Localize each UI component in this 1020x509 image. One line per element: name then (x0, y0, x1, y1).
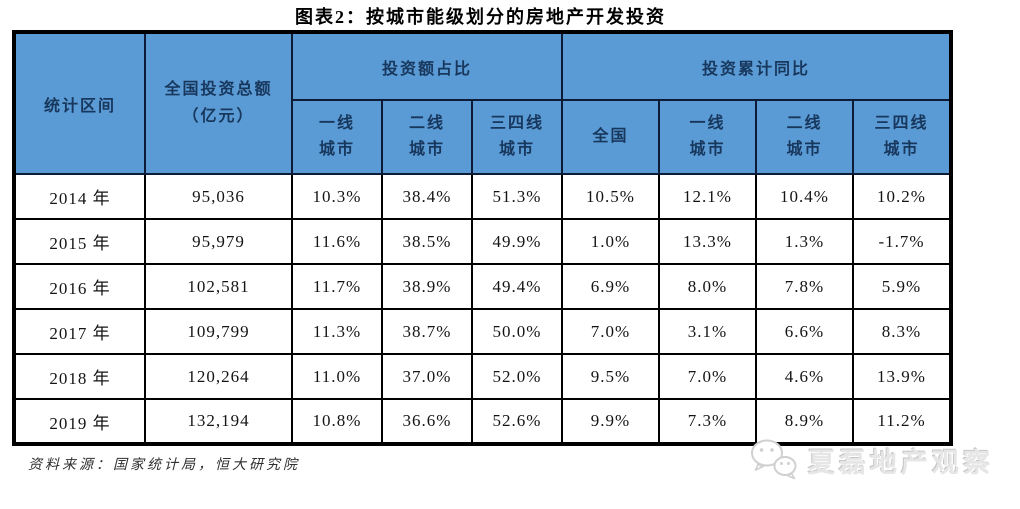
header-share-tier1-line1: 一线 (318, 114, 355, 132)
cell-yoy-tier34: 11.2% (851, 398, 953, 445)
header-share-tier1: 一线 城市 (291, 99, 383, 175)
cell-share-tier2: 38.7% (381, 308, 473, 355)
cell-share-tier1: 10.3% (291, 173, 383, 220)
cell-total-investment: 95,036 (144, 173, 293, 220)
cell-share-tier34: 49.9% (471, 218, 563, 265)
table-header: 统计区间 全国投资总额 （亿元） 投资额占比 投资累计同比 一线 城市 二线 城… (13, 31, 953, 175)
cell-yoy-national: 6.9% (561, 263, 660, 310)
cell-yoy-national: 7.0% (561, 308, 660, 355)
cell-yoy-tier34: -1.7% (851, 218, 953, 265)
watermark: 夏磊地产观察 (748, 438, 994, 482)
cell-yoy-tier2: 4.6% (755, 353, 854, 400)
header-group-share: 投资额占比 (291, 31, 563, 101)
cell-yoy-national: 9.5% (561, 353, 660, 400)
header-group-yoy: 投资累计同比 (560, 31, 953, 101)
header-total-investment: 全国投资总额 （亿元） (144, 31, 293, 175)
header-yoy-national: 全国 (561, 99, 660, 175)
cell-yoy-national: 9.9% (561, 398, 660, 445)
cell-year: 2014 年 (13, 173, 146, 220)
wechat-icon (751, 439, 797, 480)
table-row: 2016 年 102,581 11.7% 38.9% 49.4% 6.9% 8.… (13, 263, 953, 310)
cell-share-tier34: 49.4% (471, 263, 563, 310)
table-body: 2014 年 95,036 10.3% 38.4% 51.3% 10.5% 12… (13, 173, 953, 445)
header-share-tier2-line2: 城市 (408, 141, 445, 158)
cell-yoy-tier1: 13.3% (658, 218, 757, 265)
cell-year: 2016 年 (13, 263, 146, 310)
cell-yoy-tier2: 10.4% (755, 173, 854, 220)
cell-share-tier1: 11.7% (291, 263, 383, 310)
cell-yoy-national: 1.0% (561, 218, 660, 265)
header-yoy-tier34-line1: 三四线 (874, 114, 929, 132)
cell-year: 2017 年 (13, 308, 146, 355)
cell-yoy-tier34: 13.9% (851, 353, 953, 400)
cell-yoy-tier34: 10.2% (851, 173, 953, 220)
cell-yoy-tier1: 12.1% (658, 173, 757, 220)
cell-yoy-tier2: 1.3% (755, 218, 854, 265)
header-share-tier1-line2: 城市 (318, 141, 355, 158)
cell-year: 2019 年 (13, 398, 146, 445)
cell-share-tier2: 38.9% (381, 263, 473, 310)
cell-share-tier34: 52.6% (471, 398, 563, 445)
header-total-line2: （亿元） (182, 107, 255, 125)
header-group-row: 统计区间 全国投资总额 （亿元） 投资额占比 投资累计同比 (13, 31, 953, 175)
cell-year: 2015 年 (13, 218, 146, 265)
cell-share-tier1: 10.8% (291, 398, 383, 445)
header-yoy-national-line1: 全国 (592, 127, 629, 145)
header-share-tier2-line1: 二线 (408, 114, 445, 132)
cell-share-tier1: 11.6% (291, 218, 383, 265)
table-row: 2015 年 95,979 11.6% 38.5% 49.9% 1.0% 13.… (13, 218, 953, 265)
cell-yoy-tier1: 7.3% (658, 398, 757, 445)
watermark-text: 夏磊地产观察 (808, 447, 994, 478)
cell-yoy-tier2: 6.6% (755, 308, 854, 355)
cell-share-tier2: 38.4% (381, 173, 473, 220)
header-yoy-tier2-line2: 城市 (786, 141, 823, 158)
header-yoy-tier1: 一线 城市 (658, 99, 757, 175)
cell-share-tier34: 50.0% (471, 308, 563, 355)
cell-share-tier2: 36.6% (381, 398, 473, 445)
cell-share-tier1: 11.3% (291, 308, 383, 355)
cell-yoy-tier1: 7.0% (658, 353, 757, 400)
cell-yoy-tier34: 8.3% (851, 308, 953, 355)
cell-yoy-national: 10.5% (561, 173, 660, 220)
cell-total-investment: 132,194 (144, 398, 293, 445)
cell-total-investment: 102,581 (144, 263, 293, 310)
cell-total-investment: 120,264 (144, 353, 293, 400)
table-row: 2017 年 109,799 11.3% 38.7% 50.0% 7.0% 3.… (13, 308, 953, 355)
cell-share-tier1: 11.0% (291, 353, 383, 400)
figure-title: 图表2：按城市能级划分的房地产开发投资 (295, 7, 666, 27)
header-yoy-tier2-line1: 二线 (786, 114, 823, 132)
header-yoy-tier34-line2: 城市 (883, 141, 920, 158)
header-yoy-tier1-line2: 城市 (689, 141, 726, 158)
header-share-tier34: 三四线 城市 (471, 99, 563, 175)
header-yoy-tier1-line1: 一线 (689, 114, 726, 132)
cell-yoy-tier2: 8.9% (755, 398, 854, 445)
header-period: 统计区间 (13, 31, 146, 175)
header-sub-row: 一线 城市 二线 城市 三四线 城市 全国 一线 城市 二线 城市 (14, 99, 953, 175)
cell-share-tier34: 52.0% (471, 353, 563, 400)
cell-share-tier34: 51.3% (471, 173, 563, 220)
cell-yoy-tier34: 5.9% (851, 263, 953, 310)
table-row: 2018 年 120,264 11.0% 37.0% 52.0% 9.5% 7.… (13, 353, 953, 400)
header-share-tier2: 二线 城市 (381, 99, 473, 175)
cell-share-tier2: 38.5% (381, 218, 473, 265)
cell-yoy-tier1: 8.0% (658, 263, 757, 310)
table-row: 2019 年 132,194 10.8% 36.6% 52.6% 9.9% 7.… (13, 398, 953, 445)
data-source: 资料来源：国家统计局，恒大研究院 (28, 458, 300, 473)
cell-yoy-tier1: 3.1% (658, 308, 757, 355)
cell-share-tier2: 37.0% (381, 353, 473, 400)
investment-table: 统计区间 全国投资总额 （亿元） 投资额占比 投资累计同比 一线 城市 二线 城… (12, 30, 954, 446)
cell-total-investment: 95,979 (144, 218, 293, 265)
header-share-tier34-line2: 城市 (498, 141, 535, 158)
header-yoy-tier34: 三四线 城市 (851, 99, 953, 175)
cell-yoy-tier2: 7.8% (755, 263, 854, 310)
header-share-tier34-line1: 三四线 (489, 114, 544, 132)
header-yoy-tier2: 二线 城市 (755, 99, 854, 175)
cell-total-investment: 109,799 (144, 308, 293, 355)
cell-year: 2018 年 (13, 353, 146, 400)
table-row: 2014 年 95,036 10.3% 38.4% 51.3% 10.5% 12… (13, 173, 953, 220)
header-total-line1: 全国投资总额 (164, 81, 273, 99)
